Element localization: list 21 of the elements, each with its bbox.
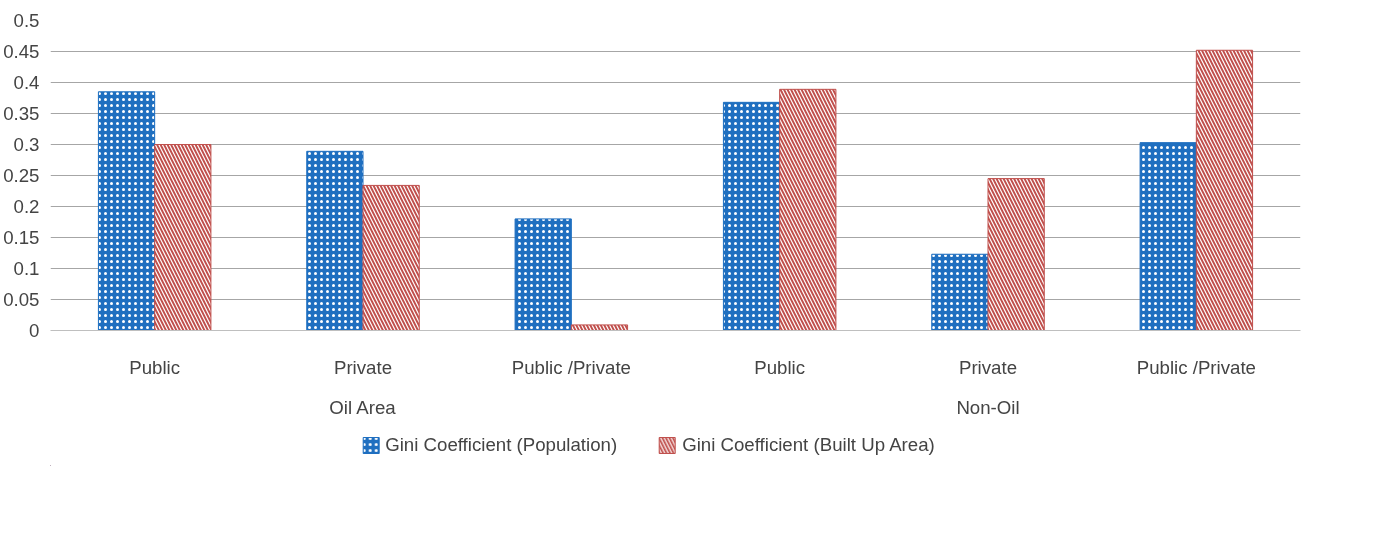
y-tick-label: 0.05 [3, 289, 40, 310]
y-tick-label: 0.3 [13, 134, 40, 155]
text: Non-Oil [956, 396, 1020, 418]
y-tick-label: 0.2 [13, 196, 40, 217]
y-tick-label: 0 [29, 320, 40, 341]
text: Oil Area [329, 396, 397, 418]
y-tick-label: 0.35 [3, 103, 40, 124]
x-tick-label: Public /Private [1136, 356, 1256, 378]
y-tick-label: 0.25 [3, 165, 40, 186]
y-tick-label: 0.15 [3, 227, 40, 248]
x-tick-label: Private [958, 356, 1018, 378]
y-tick-label: 0.45 [3, 41, 40, 62]
y-tick-label: 0.1 [13, 258, 40, 279]
x-tick-label: Public [129, 356, 181, 378]
y-tick-label: 0.5 [13, 10, 40, 31]
x-tick-label: Private [333, 356, 393, 378]
x-tick-label: Public /Private [511, 356, 631, 378]
legend-label: Gini Coefficient (Population) [385, 434, 618, 456]
y-tick-label: 0.4 [13, 72, 40, 93]
legend-label: Gini Coefficient (Built Up Area) [682, 434, 935, 456]
x-tick-label: Public [754, 356, 806, 378]
